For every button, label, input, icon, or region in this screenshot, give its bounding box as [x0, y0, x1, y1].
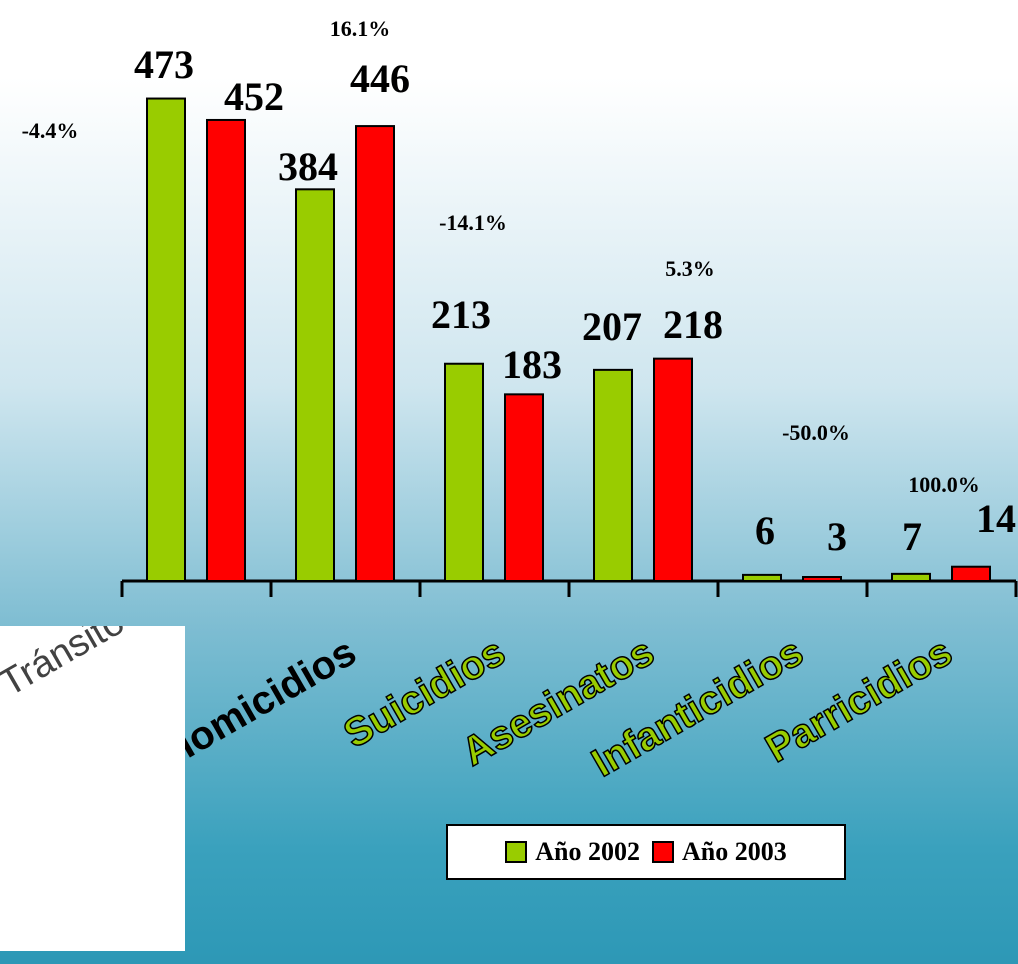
legend-swatch-2003 — [652, 841, 674, 863]
value-label: 3 — [827, 514, 847, 559]
percent-labels-group: -4.4% 16.1% -14.1% 5.3% -50.0% 100.0% — [22, 16, 980, 497]
bar-2002 — [593, 368, 633, 582]
bar-2003 — [653, 357, 693, 583]
overlapping-chart-fragment: e Tránsito — [0, 626, 185, 951]
value-label: 384 — [278, 144, 338, 189]
bar-2002 — [742, 573, 782, 583]
legend-swatch-2002 — [505, 841, 528, 863]
x-axis — [120, 579, 1018, 597]
legend-label-2003: Año 2003 — [682, 837, 787, 866]
percent-change-label: -50.0% — [782, 420, 850, 445]
percent-change-label: -4.4% — [22, 118, 79, 143]
percent-change-label: -14.1% — [439, 210, 507, 235]
legend: Año 2002 Año 2003 — [446, 824, 846, 880]
legend-label-2002: Año 2002 — [535, 837, 640, 866]
bar-2003 — [951, 565, 991, 582]
value-label: 218 — [663, 302, 723, 347]
bar-2003 — [355, 125, 395, 583]
percent-change-label: 100.0% — [908, 472, 980, 497]
legend-item-2002: Año 2002 — [505, 837, 640, 867]
percent-change-label: 5.3% — [665, 256, 715, 281]
value-label: 213 — [431, 292, 491, 337]
percent-change-label: 16.1% — [330, 16, 391, 41]
bar-2003 — [504, 393, 544, 582]
value-label: 7 — [902, 514, 922, 559]
bar-2003 — [206, 118, 246, 583]
bar-2002 — [146, 97, 186, 582]
value-label: 446 — [350, 56, 410, 101]
value-label: 14 — [976, 496, 1016, 541]
bar-2002 — [295, 188, 335, 582]
category-label: Homicidios — [155, 630, 364, 776]
bar-2003 — [802, 576, 842, 582]
category-labels-group: HomicidiosSuicidiosAsesinatosInfanticidi… — [155, 629, 960, 786]
bar-2002 — [891, 572, 931, 582]
value-label: 183 — [502, 342, 562, 387]
partial-category-label: e Tránsito — [0, 626, 132, 721]
value-label: 473 — [134, 42, 194, 87]
legend-item-2003: Año 2003 — [652, 837, 787, 867]
bar-2002 — [444, 362, 484, 582]
value-label: 452 — [224, 74, 284, 119]
value-label: 207 — [582, 304, 642, 349]
value-label: 6 — [755, 508, 775, 553]
bars-group — [146, 97, 991, 583]
